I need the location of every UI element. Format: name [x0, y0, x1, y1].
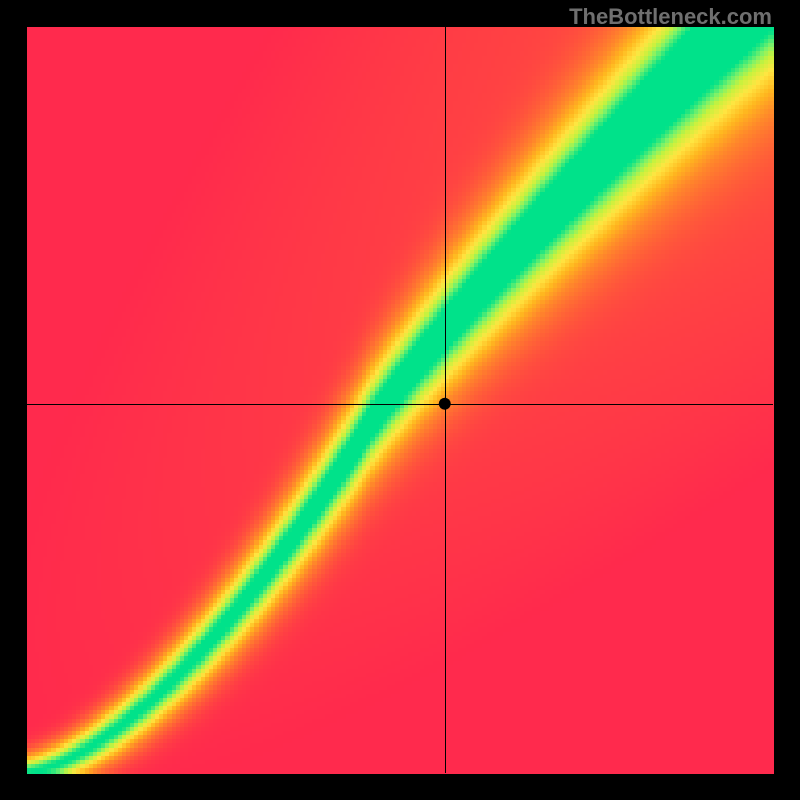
watermark-text: TheBottleneck.com: [569, 4, 772, 30]
bottleneck-heatmap: [0, 0, 800, 800]
chart-container: { "watermark": { "text": "TheBottleneck.…: [0, 0, 800, 800]
